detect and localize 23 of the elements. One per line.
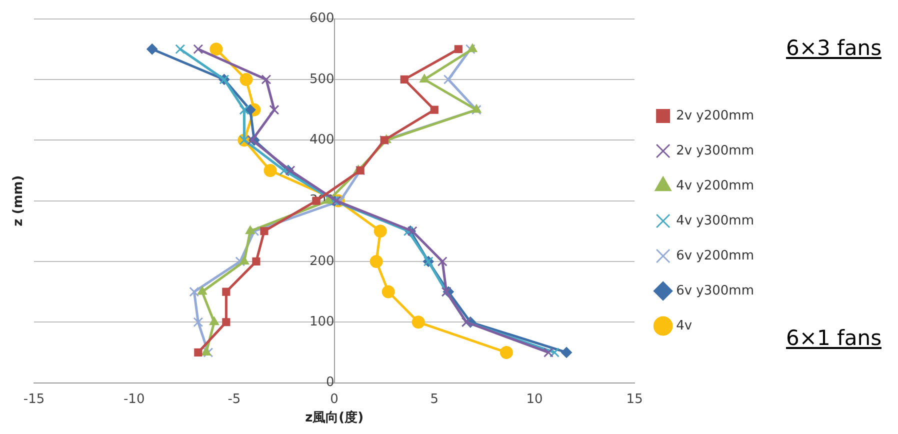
- x-tick-label: 5: [430, 392, 439, 407]
- y-tick-label: 600: [309, 11, 334, 26]
- legend-label: 4v: [676, 318, 692, 334]
- y-tick-label: 100: [309, 314, 334, 330]
- legend-label: 6v y200mm: [676, 248, 754, 264]
- x-tick-label: 10: [526, 392, 543, 407]
- legend-label: 2v y200mm: [676, 108, 754, 124]
- y-axis-title: z (mm): [11, 175, 26, 226]
- x-axis-title: z風向(度): [305, 410, 364, 426]
- text: 6×3 fans: [786, 36, 882, 60]
- x-tick-label: -15: [23, 392, 45, 407]
- legend-label: 4v y200mm: [676, 178, 754, 194]
- legend-label: 4v y300mm: [676, 213, 754, 228]
- y-tick-label: 500: [309, 72, 334, 87]
- x-tick-label: -5: [228, 392, 241, 407]
- x-tick-label: -10: [123, 392, 145, 407]
- y-tick-label: 400: [309, 132, 334, 148]
- y-tick-label: 0: [326, 375, 334, 390]
- x-tick-label: 15: [626, 392, 643, 407]
- text: 6×1 fans: [786, 326, 882, 350]
- legend-label: 2v y300mm: [676, 143, 754, 158]
- y-tick-label: 200: [309, 254, 334, 269]
- legend-label: 6v y300mm: [676, 283, 754, 298]
